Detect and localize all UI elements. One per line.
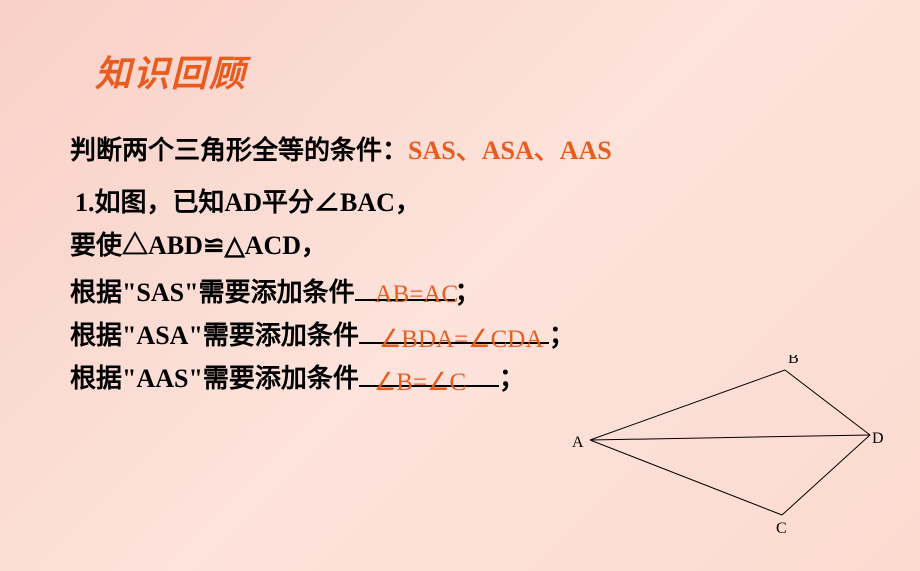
sas-answer: AB=AC	[375, 281, 459, 309]
sas-line: 根据"SAS"需要添加条件AB=AC；	[70, 272, 481, 309]
semicolon-2: ；	[549, 321, 575, 350]
svg-text:A: A	[572, 434, 584, 451]
aas-line: 根据"AAS"需要添加条件∠B=∠C；	[70, 358, 525, 395]
problem-line2: 要使△ABD≌△ACD，	[70, 225, 327, 262]
problem-line1: 1.如图，已知AD平分∠BAC，	[75, 182, 421, 219]
svg-text:B: B	[788, 355, 799, 367]
intro-text: 判断两个三角形全等的条件：	[70, 136, 408, 165]
semicolon-3: ；	[499, 364, 525, 393]
semicolon-1: ；	[455, 278, 481, 307]
asa-answer: ∠BDA=∠CDA	[379, 324, 544, 354]
svg-text:D: D	[872, 430, 884, 447]
slide-title: 知识回顾	[95, 45, 247, 97]
intro-highlight: SAS、ASA、AAS	[408, 136, 612, 165]
asa-line: 根据"ASA"需要添加条件∠BDA=∠CDA；	[70, 315, 575, 352]
asa-prefix: 根据"ASA"需要添加条件	[70, 321, 359, 350]
svg-text:C: C	[776, 520, 787, 535]
sas-blank: AB=AC	[355, 299, 455, 301]
aas-blank: ∠B=∠C	[359, 385, 499, 387]
sas-prefix: 根据"SAS"需要添加条件	[70, 278, 355, 307]
asa-blank: ∠BDA=∠CDA	[359, 342, 549, 344]
aas-answer: ∠B=∠C	[374, 367, 466, 397]
intro-line: 判断两个三角形全等的条件：SAS、ASA、AAS	[70, 130, 612, 167]
aas-prefix: 根据"AAS"需要添加条件	[70, 364, 359, 393]
triangle-diagram: A B C D	[570, 355, 890, 535]
